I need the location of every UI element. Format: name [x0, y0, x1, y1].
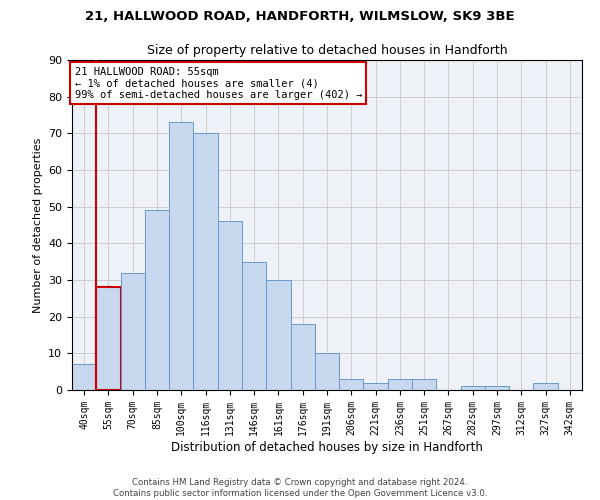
Bar — [290, 324, 315, 390]
Bar — [533, 382, 558, 390]
Text: 21, HALLWOOD ROAD, HANDFORTH, WILMSLOW, SK9 3BE: 21, HALLWOOD ROAD, HANDFORTH, WILMSLOW, … — [85, 10, 515, 23]
Bar — [72, 364, 96, 390]
Y-axis label: Number of detached properties: Number of detached properties — [32, 138, 43, 312]
Bar — [339, 379, 364, 390]
Bar — [485, 386, 509, 390]
Bar — [266, 280, 290, 390]
Bar — [364, 382, 388, 390]
Bar — [315, 354, 339, 390]
Bar — [121, 272, 145, 390]
Title: Size of property relative to detached houses in Handforth: Size of property relative to detached ho… — [146, 44, 508, 58]
Bar — [461, 386, 485, 390]
Bar — [193, 134, 218, 390]
Bar — [242, 262, 266, 390]
Bar — [169, 122, 193, 390]
Text: Contains HM Land Registry data © Crown copyright and database right 2024.
Contai: Contains HM Land Registry data © Crown c… — [113, 478, 487, 498]
Bar — [218, 222, 242, 390]
Bar — [96, 288, 121, 390]
Text: 21 HALLWOOD ROAD: 55sqm
← 1% of detached houses are smaller (4)
99% of semi-deta: 21 HALLWOOD ROAD: 55sqm ← 1% of detached… — [74, 66, 362, 100]
Bar — [412, 379, 436, 390]
Bar — [145, 210, 169, 390]
X-axis label: Distribution of detached houses by size in Handforth: Distribution of detached houses by size … — [171, 440, 483, 454]
Bar — [388, 379, 412, 390]
